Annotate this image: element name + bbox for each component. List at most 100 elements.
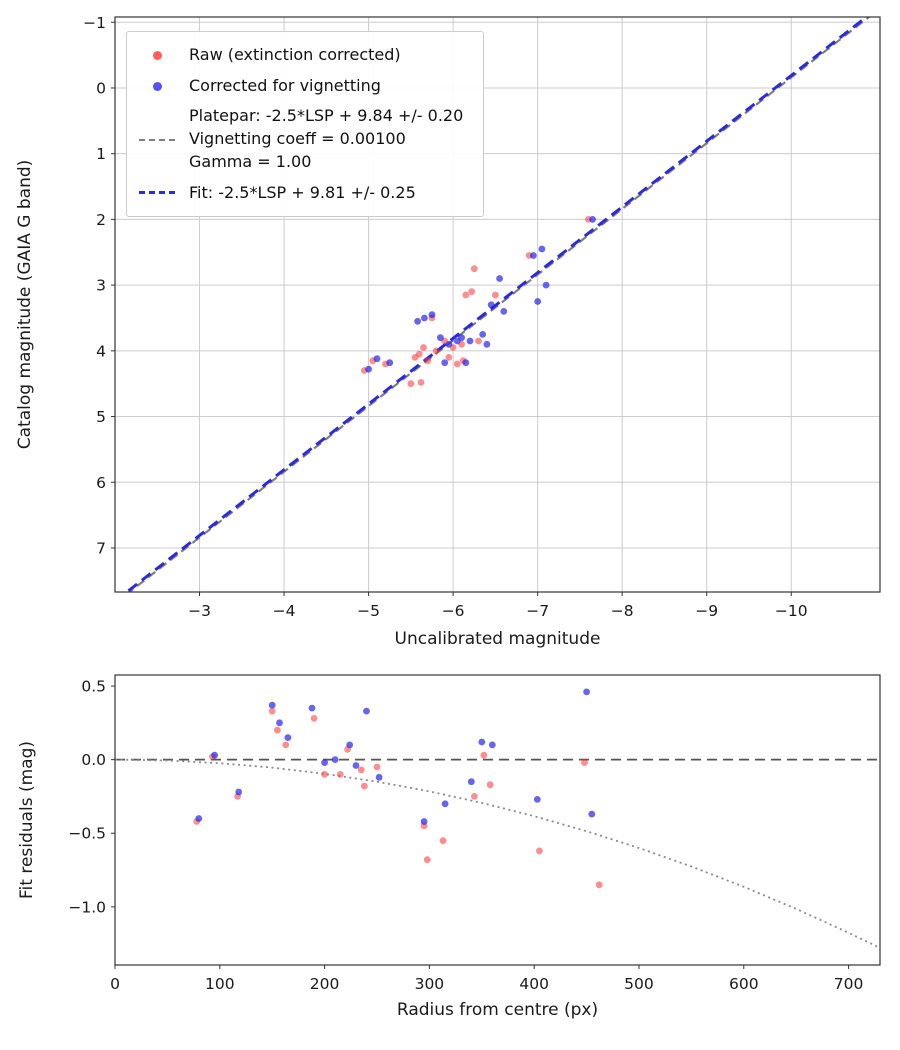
vignetting-corrected-points bbox=[365, 216, 596, 373]
point bbox=[357, 766, 365, 774]
corrected-point-icon bbox=[152, 81, 162, 91]
y-tick-label: 1 bbox=[96, 145, 106, 163]
point bbox=[423, 856, 431, 864]
point bbox=[420, 344, 427, 351]
point bbox=[458, 334, 465, 342]
x-tick-label: −10 bbox=[775, 602, 808, 620]
point bbox=[321, 759, 328, 766]
point bbox=[492, 291, 499, 299]
point bbox=[421, 314, 428, 322]
point bbox=[424, 357, 432, 365]
point bbox=[282, 741, 290, 749]
y-tick-label: 3 bbox=[96, 277, 106, 295]
legend-handle bbox=[139, 50, 175, 60]
point bbox=[453, 360, 461, 368]
point bbox=[439, 837, 447, 844]
y-tick-label: 0.5 bbox=[81, 678, 106, 696]
y-tick-label: −0.5 bbox=[68, 825, 106, 843]
point bbox=[437, 334, 444, 342]
point bbox=[470, 265, 478, 273]
point bbox=[352, 762, 360, 769]
fit-line bbox=[124, 17, 869, 592]
x-tick-label: −6 bbox=[442, 602, 465, 620]
point bbox=[363, 707, 370, 715]
legend-label-raw: Raw (extinction corrected) bbox=[189, 45, 401, 64]
point bbox=[375, 773, 383, 781]
legend-label-corrected: Corrected for vignetting bbox=[189, 75, 381, 95]
legend-item-corrected: Corrected for vignetting bbox=[139, 71, 463, 102]
x-tick-label: −3 bbox=[188, 602, 211, 620]
y-tick-label: 5 bbox=[96, 408, 106, 426]
point bbox=[496, 275, 503, 282]
residuals-plot: 0 100 200 300 400 500 600 700 0.5 0.0 −0.5 −1.0 Radi… bbox=[17, 674, 881, 1020]
point bbox=[336, 771, 344, 778]
point bbox=[445, 354, 453, 361]
point bbox=[407, 380, 415, 388]
legend-label-platepar: Platepar: -2.5*LSP + 9.84 +/- 0.20 Vigne… bbox=[189, 105, 463, 173]
y-tick-label: 0 bbox=[96, 79, 106, 97]
legend-handle bbox=[139, 191, 175, 195]
y-tick-label: 6 bbox=[96, 474, 106, 492]
x-tick-label: 100 bbox=[205, 975, 235, 993]
point bbox=[462, 291, 470, 299]
point bbox=[488, 741, 496, 749]
x-tick-label: −8 bbox=[611, 602, 634, 620]
legend-item-raw: Raw (extinction corrected) bbox=[139, 40, 463, 71]
point bbox=[284, 734, 292, 741]
x-axis-label: Radius from centre (px) bbox=[397, 1000, 598, 1020]
point bbox=[428, 311, 436, 319]
x-tick-label: 200 bbox=[310, 975, 340, 993]
platepar-line bbox=[127, 17, 871, 592]
point bbox=[414, 317, 421, 325]
point bbox=[308, 704, 316, 712]
raw-point-icon bbox=[152, 50, 162, 60]
point bbox=[268, 707, 276, 715]
y-tick-label: 7 bbox=[96, 539, 106, 557]
point bbox=[432, 347, 440, 355]
point bbox=[441, 359, 449, 367]
platepar-line-icon bbox=[139, 138, 175, 141]
point bbox=[480, 751, 488, 759]
x-axis-label: Uncalibrated magnitude bbox=[395, 629, 601, 649]
legend-handle bbox=[139, 138, 175, 141]
raw-points bbox=[361, 216, 592, 388]
y-tick-label: −1 bbox=[83, 14, 106, 32]
point bbox=[211, 751, 219, 759]
point bbox=[581, 759, 588, 766]
point bbox=[361, 782, 368, 790]
point bbox=[310, 715, 318, 722]
point bbox=[483, 340, 491, 348]
x-tick-label: −5 bbox=[357, 602, 380, 620]
gamma-value: Gamma = 1.00 bbox=[189, 151, 312, 171]
point bbox=[235, 788, 243, 796]
point bbox=[462, 359, 470, 367]
point bbox=[538, 245, 546, 253]
point bbox=[534, 298, 542, 305]
point bbox=[486, 781, 494, 789]
y-tick-label: −1.0 bbox=[68, 898, 106, 916]
point bbox=[533, 796, 541, 803]
point bbox=[268, 701, 276, 709]
y-tick-label: 0.0 bbox=[81, 751, 106, 769]
point bbox=[500, 308, 508, 315]
point bbox=[589, 216, 596, 223]
y-axis-label: Catalog magnitude (GAIA G band) bbox=[15, 160, 35, 450]
point bbox=[417, 379, 425, 386]
point bbox=[274, 726, 281, 734]
x-tick-label: 300 bbox=[415, 975, 445, 993]
raw-residuals bbox=[193, 707, 603, 889]
vignetting-coeff: Vignetting coeff = 0.00100 bbox=[189, 129, 406, 149]
point bbox=[346, 741, 354, 749]
point bbox=[471, 793, 478, 800]
point bbox=[588, 810, 596, 818]
point bbox=[321, 771, 328, 778]
point bbox=[542, 281, 550, 289]
point bbox=[468, 288, 476, 296]
point bbox=[583, 688, 590, 696]
point bbox=[386, 359, 394, 367]
point bbox=[479, 331, 487, 338]
fit-line-icon bbox=[139, 191, 175, 195]
point bbox=[487, 301, 495, 309]
point bbox=[420, 818, 428, 825]
